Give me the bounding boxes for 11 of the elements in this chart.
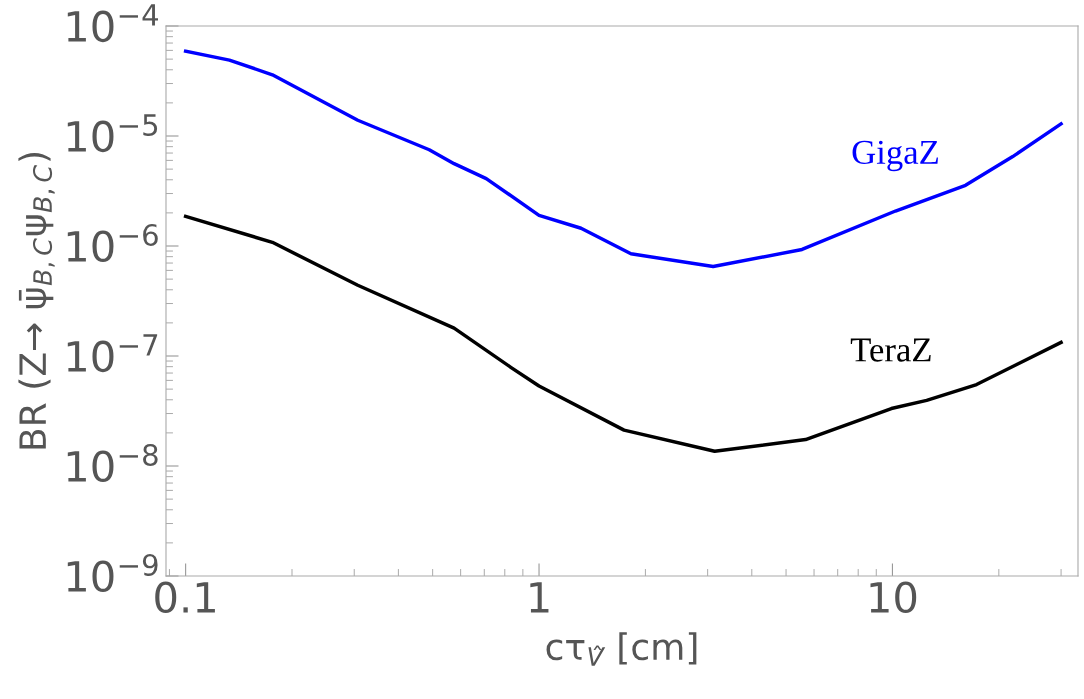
- x-tick-label: 10: [870, 581, 917, 614]
- y-tick-label: 10$^{−6}$: [67, 223, 158, 263]
- x-tick-label: 1: [530, 582, 549, 613]
- y-axis-title: BR (Z→ ψ̄$_{B,C}$ψ$_{B,C}$): [18, 153, 55, 449]
- series-label: TeraZ: [850, 338, 931, 362]
- y-tick-label: 10$^{−7}$: [67, 334, 158, 373]
- x-axis-title: cτ$_{V̂}$ [cm]: [546, 632, 697, 666]
- y-tick-label: 10$^{−4}$: [67, 4, 158, 43]
- series-label: GigaZ: [852, 140, 938, 172]
- y-tick-label: 10$^{−8}$: [67, 443, 158, 483]
- y-tick-label: 10$^{−5}$: [67, 114, 158, 153]
